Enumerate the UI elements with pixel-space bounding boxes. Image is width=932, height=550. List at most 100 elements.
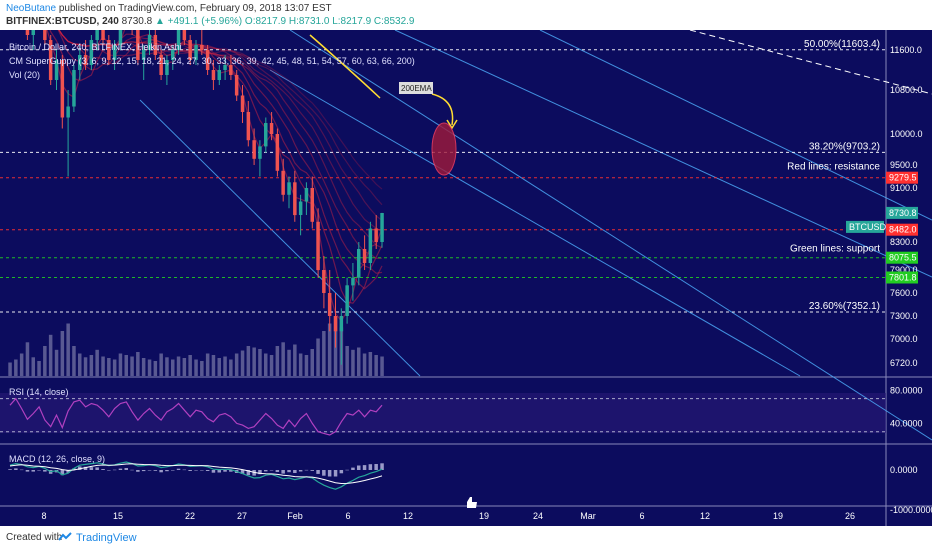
volume-bar (217, 358, 221, 376)
macd-histogram-bar (240, 470, 245, 474)
rsi-band (0, 393, 886, 433)
candle-body (345, 285, 349, 316)
ohlc-values: O:8217.9 H:8731.0 L:8217.9 C:8532.9 (244, 16, 415, 27)
author-link[interactable]: NeoButane (6, 3, 57, 14)
x-tick-label: 15 (113, 511, 123, 521)
candle-body (310, 188, 314, 222)
candle-body (101, 30, 105, 40)
macd-histogram-bar (182, 469, 187, 471)
candle-body (368, 228, 373, 263)
candle-body (188, 40, 192, 60)
x-tick-label: 22 (185, 511, 195, 521)
volume-bar (176, 356, 181, 376)
arrow-curve-right (431, 93, 454, 126)
candle-body (112, 45, 117, 60)
macd-histogram-bar (229, 470, 233, 472)
candle-body (147, 35, 152, 50)
price-tag-label: 8075.5 (889, 253, 917, 263)
volume-bar (130, 356, 134, 376)
volume-bar (223, 356, 227, 376)
candle-body (316, 221, 320, 271)
candle-body (78, 55, 82, 70)
macd-histogram-bar (107, 470, 111, 471)
macd-histogram-bar (322, 470, 326, 476)
macd-histogram-bar (316, 470, 320, 474)
price-tick-label: 7600.0 (890, 288, 918, 298)
candle-body (240, 95, 245, 112)
macd-histogram-bar (258, 470, 262, 475)
candle-body (246, 112, 251, 141)
volume-bar (112, 359, 117, 376)
volume-bar (327, 323, 332, 376)
price-tick-label: 9100.0 (890, 183, 918, 193)
ema-label: 200EMA (401, 84, 432, 93)
price-tick-label: 11600.0 (890, 45, 922, 55)
volume-bar (275, 346, 280, 376)
candle-body (374, 228, 378, 242)
candle-body (83, 55, 88, 65)
trend-line (139, 99, 421, 377)
volume-bar (107, 358, 111, 376)
tradingview-link[interactable]: TradingView (76, 532, 137, 544)
volume-bar (351, 349, 355, 377)
macd-histogram-bar (8, 469, 12, 470)
volume-bar (234, 353, 239, 376)
macd-histogram-bar (264, 470, 268, 472)
macd-histogram-bar (246, 470, 251, 476)
volume-bar (54, 349, 59, 377)
macd-histogram-bar (357, 465, 361, 470)
arrow-curve-left (309, 34, 381, 99)
volume-bar (72, 346, 76, 376)
volume-bar (240, 350, 245, 376)
trend-line (394, 29, 932, 278)
price-tag-box (886, 206, 918, 219)
macd-histogram-bar (147, 470, 152, 471)
volume-bar (19, 353, 24, 376)
trend-line (269, 69, 801, 377)
candle-body (54, 60, 59, 80)
macd-histogram-bar (223, 470, 227, 472)
volume-bar (159, 353, 163, 376)
rsi-line (9, 397, 383, 436)
x-tick-label: 24 (533, 511, 543, 521)
volume-bar (310, 349, 314, 376)
macd-tick-label: -1000.0000 (890, 505, 932, 515)
chart-area[interactable]: 11600.0 10800.0 10000.0 9500.0 9100.0 8300.0 7… (0, 0, 932, 526)
symbol-tag-box (846, 220, 884, 233)
price-change: ▲ +491.1 (+5.96%) (154, 16, 243, 27)
volume-bar (200, 361, 204, 376)
macd-histogram-bar (362, 465, 367, 470)
volume-bar (380, 356, 384, 376)
candle-body (95, 30, 99, 40)
volume-bar (357, 347, 361, 376)
candle-body (43, 5, 47, 40)
macd-histogram-bar (194, 470, 198, 471)
candle-body (258, 146, 262, 159)
macd-histogram-bar (327, 470, 332, 477)
last-price: 8730.8 (121, 16, 153, 27)
volume-bar (182, 358, 187, 376)
x-tick-label: 12 (403, 511, 413, 521)
candle-body (165, 60, 169, 75)
candle-body (48, 40, 53, 80)
macd-histogram-bar (205, 470, 210, 471)
chart-svg[interactable]: 11600.0 10800.0 10000.0 9500.0 9100.0 8300.0 7… (0, 0, 932, 526)
macd-histogram-bar (298, 470, 303, 472)
volume-bar (25, 342, 30, 377)
volume-bar (246, 346, 251, 376)
volume-bar (345, 346, 349, 376)
legend-guppy: CM SuperGuppy (3, 6, 9, 12, 15, 18, 21, … (9, 56, 415, 66)
volume-bar (269, 355, 274, 376)
candle-body (66, 106, 70, 118)
volume-bar (165, 357, 169, 377)
x-tick-label: 8 (41, 511, 46, 521)
macd-histogram-bar (333, 470, 338, 477)
macd-histogram-bar (19, 469, 24, 471)
candle-body (217, 70, 221, 80)
macd-histogram-bar (112, 469, 117, 471)
x-tick-label: 6 (639, 511, 644, 521)
macd-histogram-bar (293, 470, 297, 473)
candle-body (153, 35, 158, 55)
candle-body (304, 188, 309, 202)
price-tag-box (886, 271, 918, 284)
